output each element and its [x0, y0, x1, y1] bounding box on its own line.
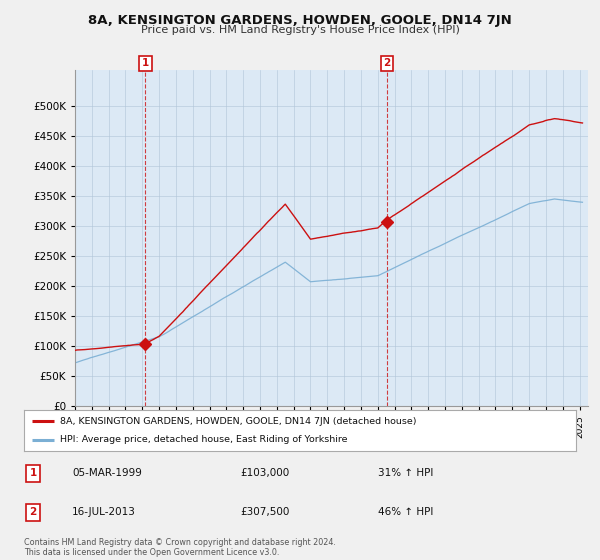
- Text: 2: 2: [383, 58, 391, 68]
- Text: 05-MAR-1999: 05-MAR-1999: [72, 468, 142, 478]
- Text: 16-JUL-2013: 16-JUL-2013: [72, 507, 136, 517]
- Text: 1: 1: [142, 58, 149, 68]
- Text: HPI: Average price, detached house, East Riding of Yorkshire: HPI: Average price, detached house, East…: [60, 436, 347, 445]
- Text: £307,500: £307,500: [240, 507, 289, 517]
- Text: 46% ↑ HPI: 46% ↑ HPI: [378, 507, 433, 517]
- Text: 31% ↑ HPI: 31% ↑ HPI: [378, 468, 433, 478]
- Text: Price paid vs. HM Land Registry's House Price Index (HPI): Price paid vs. HM Land Registry's House …: [140, 25, 460, 35]
- Text: 2: 2: [29, 507, 37, 517]
- Text: 8A, KENSINGTON GARDENS, HOWDEN, GOOLE, DN14 7JN (detached house): 8A, KENSINGTON GARDENS, HOWDEN, GOOLE, D…: [60, 417, 416, 426]
- Text: Contains HM Land Registry data © Crown copyright and database right 2024.
This d: Contains HM Land Registry data © Crown c…: [24, 538, 336, 557]
- Text: £103,000: £103,000: [240, 468, 289, 478]
- Text: 8A, KENSINGTON GARDENS, HOWDEN, GOOLE, DN14 7JN: 8A, KENSINGTON GARDENS, HOWDEN, GOOLE, D…: [88, 14, 512, 27]
- Text: 1: 1: [29, 468, 37, 478]
